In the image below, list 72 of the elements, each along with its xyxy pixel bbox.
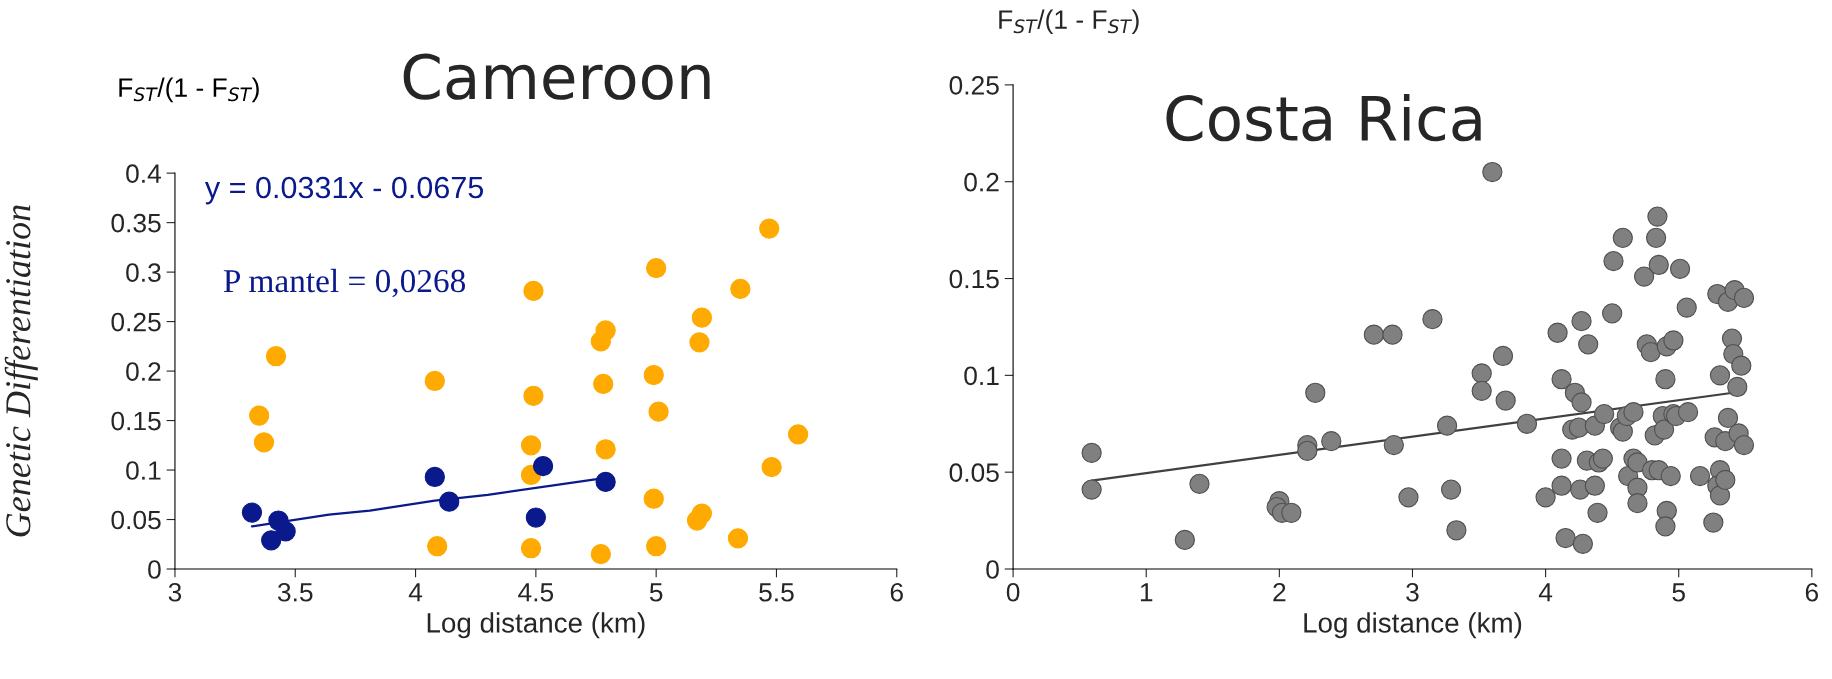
point (646, 536, 667, 557)
point (727, 528, 749, 549)
y-tick-label: 0.1 (126, 461, 161, 480)
point (439, 491, 460, 512)
point (761, 456, 782, 478)
y-tick-label: 0.3 (126, 263, 161, 282)
x-tick-label: 3 (1406, 582, 1419, 602)
point (759, 218, 780, 239)
point (424, 466, 445, 488)
point (648, 401, 669, 422)
y-tick-label: 0.35 (111, 213, 161, 233)
x-tick-label: 1 (1140, 583, 1153, 602)
point (275, 521, 296, 542)
point (265, 346, 287, 367)
y-tick-label: 0.05 (949, 463, 999, 482)
point (643, 364, 664, 386)
point (249, 405, 270, 426)
point (525, 507, 546, 528)
point (730, 278, 751, 300)
point (424, 370, 445, 392)
point (595, 439, 616, 460)
point (787, 424, 809, 445)
x-tick-label: 3 (168, 582, 182, 602)
y-axis-title: Genetic Differentiation (4, 205, 38, 537)
y-axis-title: F$_{ST}$/(1 - F$_{ST}$) (999, 9, 1139, 35)
x-tick-label: 5 (1672, 583, 1685, 602)
x-tick-label: 4.5 (518, 583, 554, 602)
y-tick-label: 0 (148, 560, 161, 579)
y-tick-label: 0 (986, 560, 999, 579)
y-tick-label: 0.2 (964, 172, 999, 192)
x-tick-label: 5 (649, 583, 663, 602)
y-tick-label: 0.25 (111, 312, 161, 332)
y-tick-label: 0.05 (111, 510, 161, 530)
x-tick-label: 5.5 (759, 583, 794, 602)
point (595, 471, 616, 493)
x-tick-label: 0 (1006, 582, 1020, 602)
point (686, 510, 708, 531)
y-tick-label: 0.1 (964, 366, 999, 386)
x-tick-label: 3.5 (277, 582, 313, 602)
x-tick-label: 4 (408, 583, 423, 602)
x-tick-label: 6 (890, 582, 903, 602)
point (261, 530, 282, 551)
y-tick-label: 0.2 (126, 362, 161, 381)
chart-title: Cameroon (403, 53, 710, 100)
point (520, 435, 542, 456)
chart-title: Costa Rica (1166, 94, 1481, 142)
point (590, 331, 611, 352)
point (643, 488, 664, 509)
point (520, 538, 542, 559)
y-tick-label: 0.25 (949, 76, 999, 95)
point (646, 258, 667, 279)
y-tick-label: 0.15 (111, 411, 161, 431)
x-axis-title: Log distance (km) (1304, 612, 1522, 639)
point (532, 455, 554, 477)
point (593, 373, 614, 395)
point (691, 307, 713, 328)
x-tick-label: 2 (1273, 582, 1286, 602)
annotation: P mantel = 0,0268 (223, 268, 466, 298)
point (523, 280, 544, 302)
point (523, 385, 544, 406)
x-axis-title: Log distance (km) (427, 612, 645, 639)
y-tick-label: 0.4 (126, 164, 161, 183)
point (241, 502, 263, 523)
point (590, 544, 611, 565)
annotation: y = 0.0331x - 0.0675 (204, 176, 484, 205)
text: F$_{ST}$/(1 - F$_{ST}$) (119, 77, 259, 103)
x-tick-label: 6 (1805, 582, 1819, 602)
y-tick-label: 0.15 (949, 269, 999, 289)
x-tick-label: 4 (1538, 583, 1553, 602)
point (253, 432, 275, 453)
point (689, 332, 710, 353)
point (427, 536, 448, 557)
